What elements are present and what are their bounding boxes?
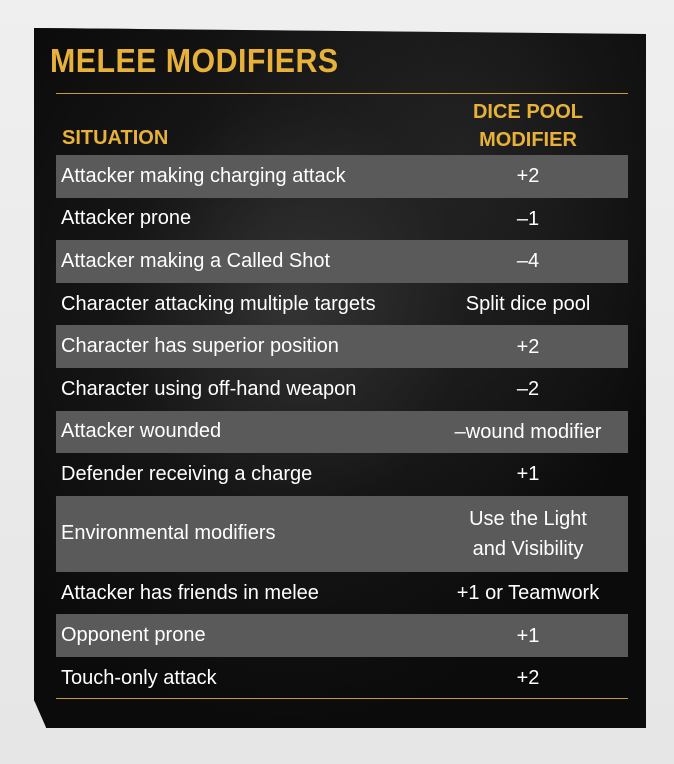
- table-title: MELEE MODIFIERS: [50, 42, 339, 79]
- table-row: Character using off-hand weapon –2: [56, 368, 628, 411]
- row-situation: Character attacking multiple targets: [61, 292, 376, 315]
- row-situation: Attacker making a Called Shot: [61, 249, 331, 272]
- table-card: [34, 28, 646, 728]
- table-row: Opponent prone +1: [56, 614, 628, 657]
- row-situation: Attacker wounded: [61, 420, 222, 443]
- row-modifier: –1: [516, 207, 540, 230]
- row-situation: Touch-only attack: [61, 666, 217, 689]
- table-row: Attacker making charging attack +2: [56, 155, 628, 198]
- row-modifier: +2: [516, 667, 540, 690]
- table-row: Character has superior position +2: [56, 325, 628, 368]
- row-modifier: +2: [516, 165, 540, 188]
- row-situation: Character has superior position: [61, 335, 339, 358]
- table-row: Defender receiving a charge +1: [56, 453, 628, 496]
- column-header-modifier: DICE POOL MODIFIER: [472, 101, 583, 151]
- row-modifier: –4: [516, 250, 540, 273]
- row-situation: Attacker making charging attack: [61, 164, 346, 187]
- table-row: Attacker wounded –wound modifier: [56, 410, 628, 454]
- row-situation: Environmental modifiers: [61, 522, 276, 545]
- row-situation: Character using off-hand weapon: [61, 377, 357, 400]
- row-situation: Defender receiving a charge: [61, 462, 313, 485]
- row-modifier: +1 or Teamwork: [456, 582, 600, 605]
- row-modifier: +2: [516, 335, 540, 358]
- row-situation: Attacker prone: [61, 207, 192, 230]
- table-row: Touch-only attack +2: [56, 657, 628, 700]
- table-row: Attacker prone –1: [56, 198, 628, 241]
- bottom-divider: [56, 698, 628, 699]
- row-modifier: +1: [516, 463, 540, 486]
- table-row: Attacker has friends in melee +1 or Team…: [56, 572, 628, 615]
- row-modifier: +1: [516, 624, 540, 647]
- row-modifier: Split dice pool: [465, 293, 591, 316]
- table-row: Attacker making a Called Shot –4: [56, 240, 628, 283]
- row-modifier: –wound modifier: [454, 420, 602, 443]
- table-header: SITUATION DICE POOL MODIFIER: [56, 93, 628, 156]
- row-modifier: Use the Light and Visibility: [469, 507, 587, 560]
- row-situation: Attacker has friends in melee: [61, 581, 319, 604]
- row-modifier: –2: [516, 378, 540, 401]
- table-row: Character attacking multiple targets Spl…: [56, 283, 628, 326]
- row-situation: Opponent prone: [61, 624, 206, 647]
- column-header-situation: SITUATION: [62, 127, 169, 149]
- table-body: Attacker making charging attack +2 Attac…: [56, 155, 628, 700]
- table-row: Environmental modifiers Use the Light an…: [56, 495, 628, 572]
